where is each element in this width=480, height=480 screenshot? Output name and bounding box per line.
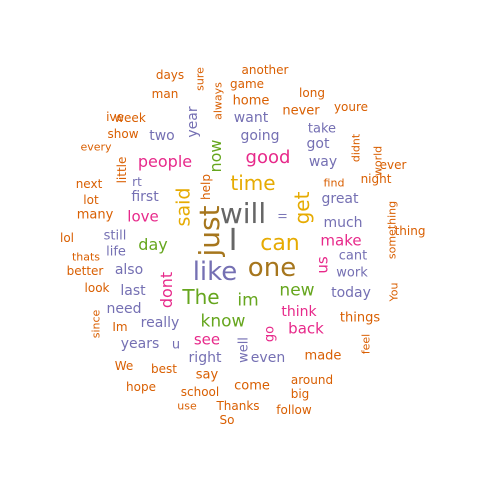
cloud-word: just [193,205,226,257]
cloud-word: school [180,385,220,399]
cloud-word: really [140,315,180,331]
cloud-word: hope [126,380,156,394]
cloud-word: since [89,309,103,339]
cloud-word: want [233,110,269,126]
cloud-word: best [151,362,177,376]
cloud-word: sure [193,67,207,91]
cloud-word: two [149,128,175,144]
cloud-word: last [120,283,146,299]
cloud-word: first [131,189,159,205]
cloud-word: still [103,228,127,244]
cloud-word: Im [112,320,128,334]
cloud-word: youre [333,100,369,114]
cloud-word: go [262,325,278,343]
cloud-word: Thanks [216,399,260,413]
cloud-word: much [323,215,363,231]
cloud-word: find [323,176,345,190]
cloud-word: use [177,399,197,413]
cloud-word: things [339,310,381,326]
cloud-word: one [247,253,297,283]
cloud-word: didnt [349,133,363,163]
cloud-word: better [66,264,104,278]
cloud-word: love [127,207,159,226]
cloud-word: help [199,174,213,200]
cloud-word: make [320,231,362,250]
cloud-word: like [192,257,238,287]
cloud-word: even [250,350,286,366]
cloud-word: us [313,256,332,274]
cloud-word: years [120,336,160,352]
cloud-word: people [137,152,193,171]
cloud-word: said [172,187,195,227]
cloud-word: look [84,281,110,295]
cloud-word: another [241,63,289,77]
cloud-word: next [75,177,103,191]
cloud-word: big [290,387,310,401]
cloud-word: think [281,304,317,320]
cloud-word: every [80,140,112,154]
cloud-word: lot [83,193,99,207]
cloud-word: night [360,172,392,186]
cloud-word: time [230,171,276,195]
cloud-word: You [387,282,401,302]
cloud-word: made [304,348,342,364]
cloud-word: ive [106,110,124,124]
cloud-word: cant [338,248,368,264]
cloud-word: back [288,319,324,338]
cloud-word: take [307,121,337,137]
cloud-word: life [106,244,126,260]
cloud-word: say [195,367,219,383]
cloud-word: see [193,330,221,349]
cloud-word: can [260,231,300,256]
cloud-word: lol [59,231,75,245]
cloud-word: The [182,285,220,309]
cloud-word: little [115,156,129,184]
cloud-word: get [290,191,314,225]
cloud-word: many [76,207,114,223]
cloud-word: know [200,311,246,332]
cloud-word: come [234,378,270,394]
cloud-word: man [151,87,179,101]
cloud-word: also [114,262,144,278]
cloud-word: follow [276,403,312,417]
cloud-word: will [219,197,267,230]
cloud-word: around [290,373,334,387]
cloud-word: long [299,86,325,100]
cloud-word: now [206,139,225,173]
cloud-word: day [138,235,168,254]
cloud-word: always [211,82,225,120]
cloud-word: rt [132,175,142,189]
cloud-word: well [236,337,252,363]
cloud-word: ll [276,212,290,220]
cloud-word: ever [379,158,407,172]
cloud-word: work [336,265,368,281]
cloud-word: u [171,337,181,353]
cloud-word: game [229,77,265,91]
cloud-word: going [240,128,280,144]
cloud-word: year [185,106,201,138]
cloud-word: need [106,301,142,317]
cloud-word: I [228,223,238,258]
cloud-word: We [114,359,134,373]
cloud-word: good [245,147,291,168]
cloud-word: So [219,413,235,427]
cloud-word: feel [359,333,373,355]
cloud-word: got [306,136,330,152]
cloud-word: dont [157,271,176,309]
cloud-word: great [321,191,359,207]
cloud-word: show [107,127,139,141]
cloud-word: week [114,111,146,125]
cloud-word: days [155,68,185,82]
cloud-word: today [331,285,371,301]
cloud-word: home [232,93,270,109]
cloud-word: thats [71,250,101,264]
cloud-word: im [237,290,259,311]
cloud-word: right [188,350,222,366]
cloud-word: new [279,280,315,301]
cloud-word: way [308,154,338,170]
cloud-word: thing [394,224,426,238]
cloud-word: never [282,103,320,119]
